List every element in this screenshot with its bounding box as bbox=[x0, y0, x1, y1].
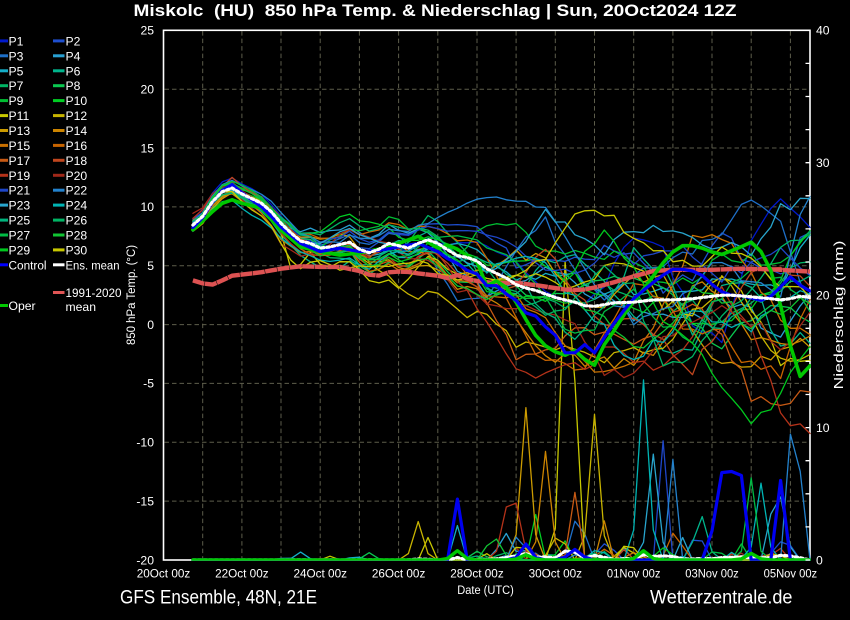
svg-text:P18: P18 bbox=[66, 154, 88, 168]
svg-text:Ens. mean: Ens. mean bbox=[66, 258, 120, 272]
svg-text:P19: P19 bbox=[9, 169, 31, 183]
svg-text:0: 0 bbox=[816, 553, 823, 567]
svg-text:24Oct 00z: 24Oct 00z bbox=[293, 566, 347, 580]
svg-text:P9: P9 bbox=[9, 94, 24, 108]
svg-text:P26: P26 bbox=[66, 214, 88, 228]
svg-text:22Oct 00z: 22Oct 00z bbox=[215, 566, 269, 580]
svg-text:-20: -20 bbox=[136, 553, 154, 567]
svg-text:P17: P17 bbox=[9, 154, 31, 168]
svg-text:Control: Control bbox=[9, 258, 47, 272]
svg-text:Oper: Oper bbox=[9, 299, 36, 313]
svg-text:30Oct 00z: 30Oct 00z bbox=[529, 566, 583, 580]
svg-text:01Nov 00z: 01Nov 00z bbox=[607, 566, 661, 580]
svg-text:1991-2020: 1991-2020 bbox=[66, 286, 122, 300]
svg-text:30: 30 bbox=[816, 156, 830, 170]
svg-text:Niederschlag (mm): Niederschlag (mm) bbox=[831, 241, 846, 390]
svg-text:03Nov 00z: 03Nov 00z bbox=[685, 566, 739, 580]
svg-text:5: 5 bbox=[147, 259, 154, 273]
svg-text:-10: -10 bbox=[136, 436, 154, 450]
svg-text:P4: P4 bbox=[66, 49, 81, 63]
svg-text:Miskolc (HU) 850 hPa Temp. &: Miskolc (HU) 850 hPa Temp. & Niederschla… bbox=[134, 1, 737, 20]
svg-text:28Oct 00z: 28Oct 00z bbox=[450, 566, 504, 580]
svg-text:P29: P29 bbox=[9, 243, 31, 257]
svg-text:P28: P28 bbox=[66, 228, 88, 242]
svg-text:P25: P25 bbox=[9, 214, 31, 228]
svg-text:GFS Ensemble, 48N, 21E: GFS Ensemble, 48N, 21E bbox=[120, 588, 317, 609]
svg-text:20: 20 bbox=[816, 288, 830, 302]
svg-text:0: 0 bbox=[147, 318, 154, 332]
svg-text:P21: P21 bbox=[9, 184, 31, 198]
svg-text:P2: P2 bbox=[66, 34, 81, 48]
svg-text:P15: P15 bbox=[9, 139, 31, 153]
svg-text:P24: P24 bbox=[66, 199, 88, 213]
svg-text:20: 20 bbox=[140, 82, 154, 96]
svg-text:P10: P10 bbox=[66, 94, 88, 108]
svg-text:P7: P7 bbox=[9, 79, 24, 93]
svg-text:P12: P12 bbox=[66, 109, 88, 123]
svg-text:Wetterzentrale.de: Wetterzentrale.de bbox=[650, 588, 793, 609]
svg-text:P23: P23 bbox=[9, 199, 31, 213]
svg-text:P6: P6 bbox=[66, 64, 81, 78]
svg-text:10: 10 bbox=[140, 200, 154, 214]
svg-text:40: 40 bbox=[816, 24, 830, 38]
svg-text:P27: P27 bbox=[9, 228, 31, 242]
svg-text:25: 25 bbox=[140, 24, 154, 38]
svg-text:P11: P11 bbox=[9, 109, 30, 123]
svg-text:P16: P16 bbox=[66, 139, 88, 153]
svg-text:P20: P20 bbox=[66, 169, 88, 183]
svg-text:20Oct 00z: 20Oct 00z bbox=[137, 566, 191, 580]
svg-text:P3: P3 bbox=[9, 49, 24, 63]
svg-text:P22: P22 bbox=[66, 184, 88, 198]
svg-text:10: 10 bbox=[816, 421, 830, 435]
svg-text:15: 15 bbox=[140, 141, 154, 155]
svg-text:P30: P30 bbox=[66, 243, 88, 257]
svg-text:P13: P13 bbox=[9, 124, 31, 138]
svg-text:P8: P8 bbox=[66, 79, 81, 93]
svg-text:26Oct 00z: 26Oct 00z bbox=[372, 566, 426, 580]
svg-text:-5: -5 bbox=[143, 377, 154, 391]
svg-text:mean: mean bbox=[66, 300, 97, 314]
svg-text:05Nov 00z: 05Nov 00z bbox=[764, 566, 818, 580]
svg-text:P5: P5 bbox=[9, 64, 24, 78]
svg-text:P1: P1 bbox=[9, 34, 24, 48]
svg-text:Date (UTC): Date (UTC) bbox=[457, 583, 514, 597]
svg-text:P14: P14 bbox=[66, 124, 88, 138]
svg-text:850 hPa Temp. (°C): 850 hPa Temp. (°C) bbox=[124, 245, 138, 345]
svg-text:-15: -15 bbox=[136, 494, 154, 508]
